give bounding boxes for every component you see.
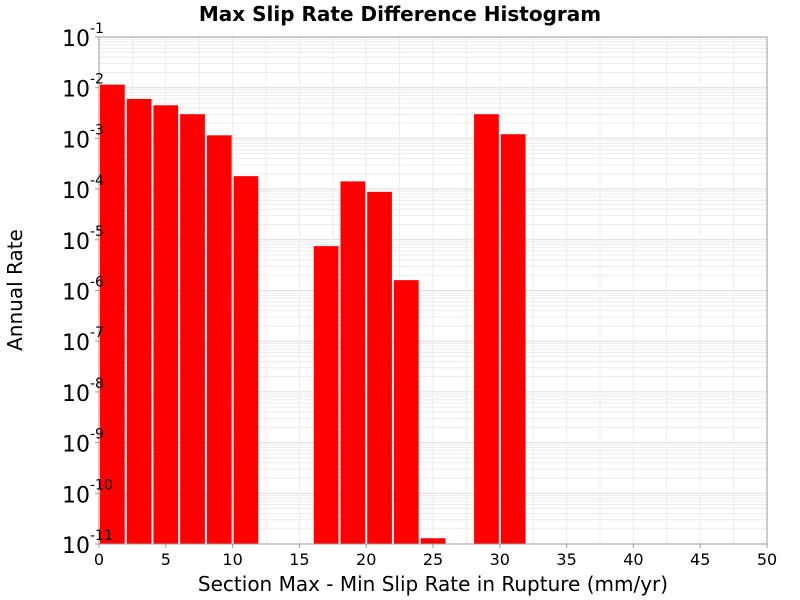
bar <box>206 135 232 544</box>
y-tick-base: 10 <box>62 230 90 255</box>
bar <box>126 98 152 545</box>
y-tick-exponent: -1 <box>90 21 104 37</box>
bar <box>100 84 125 544</box>
x-tick-label: 10 <box>222 550 242 569</box>
bar <box>367 191 392 544</box>
y-tick-label: 10-11 <box>62 528 113 559</box>
y-tick-label: 10-1 <box>62 21 104 52</box>
y-tick-base: 10 <box>62 78 90 103</box>
y-tick-base: 10 <box>62 281 90 306</box>
y-tick-label: 10-3 <box>62 122 104 153</box>
x-axis-label: Section Max - Min Slip Rate in Rupture (… <box>198 572 668 596</box>
y-tick-base: 10 <box>62 483 90 508</box>
x-tick-label: 45 <box>690 550 710 569</box>
y-tick-base: 10 <box>62 534 90 559</box>
y-tick-base: 10 <box>62 433 90 458</box>
x-tick-label: 20 <box>356 550 376 569</box>
y-tick-base: 10 <box>62 382 90 407</box>
y-tick-label: 10-4 <box>62 173 104 204</box>
x-tick-label: 25 <box>423 550 443 569</box>
bar <box>500 134 526 544</box>
chart-title: Max Slip Rate Difference Histogram <box>199 2 601 26</box>
y-tick-exponent: -10 <box>90 477 113 493</box>
y-tick-exponent: -7 <box>90 325 104 341</box>
bars <box>100 84 526 545</box>
x-axis-ticks: 0 5 10 15 20 25 30 35 40 45 50 <box>94 544 777 569</box>
y-tick-exponent: -3 <box>90 122 104 138</box>
x-tick-label: 30 <box>490 550 510 569</box>
y-tick-exponent: -4 <box>90 173 104 189</box>
y-tick-exponent: -5 <box>90 224 104 240</box>
bar <box>313 246 339 544</box>
bar <box>340 181 366 545</box>
bar <box>420 538 446 544</box>
x-tick-label: 15 <box>289 550 309 569</box>
bar <box>153 105 179 544</box>
bar <box>474 114 499 544</box>
y-tick-label: 10-10 <box>62 477 113 508</box>
y-tick-base: 10 <box>62 27 90 52</box>
y-tick-exponent: -6 <box>90 275 104 291</box>
x-tick-label: 35 <box>556 550 576 569</box>
x-tick-label: 0 <box>94 550 104 569</box>
y-tick-label: 10-2 <box>62 72 104 103</box>
y-tick-label: 10-9 <box>62 427 104 458</box>
y-tick-label: 10-7 <box>62 325 104 356</box>
y-tick-exponent: -9 <box>90 427 104 443</box>
y-axis-ticks: 10-110-210-310-410-510-610-710-810-910-1… <box>62 21 113 559</box>
y-tick-label: 10-6 <box>62 275 104 306</box>
y-tick-base: 10 <box>62 331 90 356</box>
y-tick-exponent: -8 <box>90 376 104 392</box>
y-tick-base: 10 <box>62 179 90 204</box>
y-tick-label: 10-5 <box>62 224 104 255</box>
y-tick-label: 10-8 <box>62 376 104 407</box>
bar <box>180 114 205 544</box>
y-tick-base: 10 <box>62 128 90 153</box>
y-axis-label: Annual Rate <box>3 229 27 351</box>
y-tick-exponent: -11 <box>90 528 113 544</box>
bar <box>233 176 259 544</box>
x-tick-label: 40 <box>623 550 643 569</box>
y-tick-exponent: -2 <box>90 72 104 88</box>
x-tick-label: 5 <box>161 550 171 569</box>
x-tick-label: 50 <box>757 550 777 569</box>
bar <box>393 280 419 544</box>
